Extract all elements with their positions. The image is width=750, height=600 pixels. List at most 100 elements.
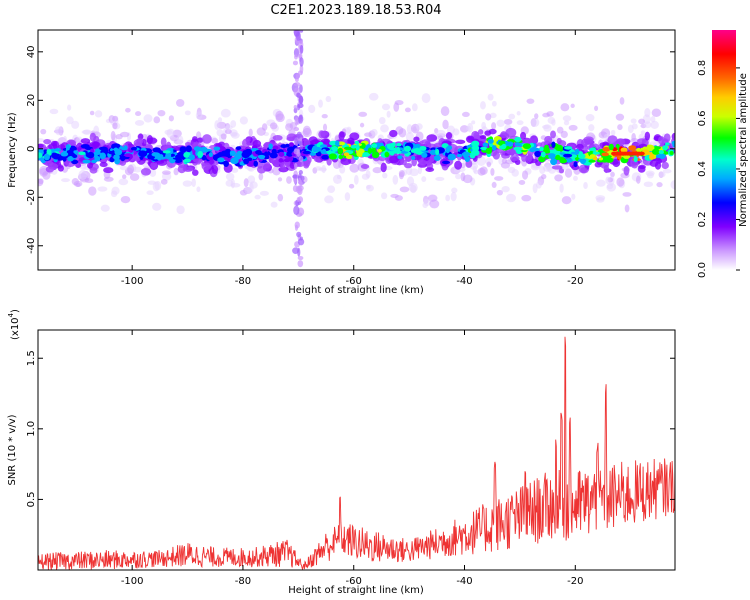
spectrogram-cell: [477, 167, 486, 176]
spectrogram-cell: [602, 146, 611, 152]
spectrogram-cell: [197, 150, 204, 158]
spectrogram-cell: [135, 111, 142, 117]
spectrogram-cell: [534, 150, 542, 158]
spectrogram-cell: [491, 144, 497, 151]
spectrogram-cell: [558, 168, 565, 174]
spectrogram-cell: [296, 131, 302, 139]
spectrogram-cell: [94, 110, 103, 118]
snr-axes: -100 -80 -60 -40 -20 0.5 1.0 1.5: [26, 330, 675, 587]
spectrogram-cell: [496, 119, 505, 127]
spectrogram-cell: [578, 153, 586, 160]
spectrogram-image: [38, 30, 675, 268]
spectrogram-cell: [78, 169, 88, 180]
spectrogram-cell: [225, 172, 235, 181]
spectrogram-cell: [293, 205, 300, 216]
spectrogram-cell: [120, 195, 131, 204]
spectrogram-cell: [299, 44, 304, 54]
spectrogram-cell: [288, 142, 295, 148]
y-tick-label: 1.5: [26, 350, 37, 366]
spectrogram-cell: [349, 163, 360, 173]
snr-multiplier: (x104): [7, 309, 21, 340]
spectrogram-cell: [665, 142, 670, 146]
spectrogram-cell: [638, 151, 645, 156]
spectrogram-cell: [285, 123, 294, 131]
spectrogram-cell: [617, 124, 623, 131]
spectrogram-cell: [543, 149, 551, 154]
spectrogram-cell: [354, 174, 359, 185]
spectrogram-cell: [507, 166, 516, 174]
spectrogram-cell: [127, 164, 135, 174]
spectrogram-cell: [297, 70, 303, 76]
spectrogram-cell: [496, 189, 504, 196]
spectrogram-cell: [297, 186, 301, 192]
spectrogram-cell: [459, 125, 469, 133]
spectrogram-cell: [140, 168, 152, 176]
spectrogram-cell: [418, 160, 428, 166]
spectrogram-cell: [293, 107, 298, 114]
spectrogram-cell: [371, 143, 378, 148]
spectrogram-cell: [217, 117, 223, 123]
spectrogram-cell: [415, 123, 423, 131]
spectrogram-cell: [65, 144, 70, 151]
spectrogram-cell: [624, 204, 630, 213]
spectrogram-cell: [564, 146, 573, 150]
spectrogram-cell: [322, 123, 328, 132]
spectrogram-cell: [384, 151, 390, 158]
spectrogram-cell: [461, 111, 470, 118]
spectrogram-cell: [532, 183, 538, 194]
spectrogram-cell: [372, 167, 383, 174]
spectrogram-cell: [441, 160, 451, 165]
spectrogram-cell: [230, 157, 239, 165]
spectrogram-cell: [433, 155, 441, 161]
spectrogram-cell: [380, 124, 389, 133]
spectrogram-cell: [627, 124, 634, 134]
spectrogram-cell: [522, 143, 532, 150]
spectrogram-cell: [564, 168, 573, 178]
spectrogram-cell: [147, 180, 157, 185]
spectrogram-cell: [481, 121, 487, 130]
spectrogram-cell: [386, 110, 391, 118]
spectrogram-cell: [610, 171, 615, 178]
spectrogram-cell: [471, 140, 480, 147]
spectrogram-cell: [576, 143, 584, 151]
y-tick-label: 0.5: [26, 491, 37, 507]
spectrogram-cell: [550, 158, 558, 166]
spectrogram-cell: [601, 152, 610, 157]
spectrogram-cell: [262, 161, 271, 169]
spectrogram-cell: [136, 138, 144, 145]
spectrogram-cell: [340, 157, 352, 166]
spectrogram-cell: [548, 153, 556, 160]
spectrogram-cell: [294, 116, 299, 126]
spectrogram-cell: [388, 142, 395, 149]
spectrogram-cell: [411, 156, 416, 160]
spectrogram-cell: [115, 134, 123, 140]
spectrogram-cell: [539, 146, 544, 152]
spectrogram-cell: [652, 146, 662, 150]
spectrogram-cell: [239, 116, 248, 125]
spectrogram-cell: [257, 154, 266, 159]
spectrogram-cell: [133, 166, 142, 173]
spectrogram-cell: [546, 111, 554, 117]
colorbar-ticks: 0.0 0.2 0.4 0.6 0.8: [697, 60, 740, 278]
x-tick-label: -20: [567, 276, 583, 287]
spectrogram-cell: [130, 147, 138, 151]
spectrogram-cell: [506, 193, 517, 203]
spectrogram-cell: [321, 148, 327, 154]
spectrogram-cell: [125, 107, 131, 113]
spectrogram-cell: [521, 194, 532, 202]
spectrogram-cell: [224, 125, 233, 130]
spectrogram-cell: [113, 154, 120, 161]
spectrogram-cell: [507, 141, 514, 147]
spectrogram-cell: [491, 122, 497, 130]
spectrogram-cell: [324, 195, 334, 204]
spectrogram-cell: [412, 147, 420, 154]
spectrogram-cell: [38, 178, 44, 187]
spectrogram-cell: [195, 111, 203, 120]
spectrogram-cell: [361, 173, 370, 180]
spectrogram-cell: [85, 152, 94, 158]
spectrogram-cell: [264, 151, 269, 157]
spectrogram-cell: [529, 147, 536, 153]
spectrogram-cell: [343, 146, 352, 150]
spectrogram-cell: [188, 154, 195, 161]
spectrogram-cell: [123, 153, 133, 158]
